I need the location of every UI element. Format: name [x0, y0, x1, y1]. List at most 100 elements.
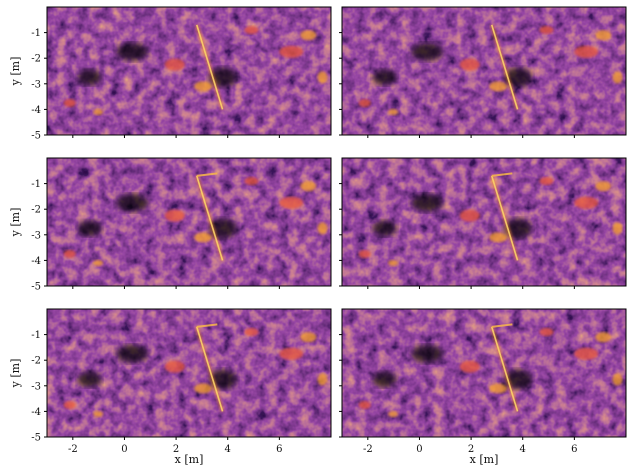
bright-feature — [164, 58, 185, 71]
bright-feature — [539, 177, 554, 186]
y-tick-label: -4 — [31, 407, 41, 418]
x-tick-label: 6 — [276, 444, 282, 455]
y-tick-label: -3 — [31, 79, 41, 90]
bright-feature — [388, 410, 399, 417]
linear-feature — [490, 326, 519, 412]
x-tick-label: 2 — [173, 444, 179, 455]
bright-feature — [164, 360, 185, 373]
x-tick-label: -2 — [363, 444, 373, 455]
linear-feature — [490, 175, 519, 261]
bright-feature — [358, 401, 371, 409]
heatmap-panel-1: -1 -2 -3 -4 -5 y [m] — [9, 6, 332, 142]
linear-feature-cap — [196, 323, 218, 328]
x-tick-label: 4 — [225, 444, 231, 455]
heatmap-panel-4 — [339, 157, 627, 289]
y-tick-label: -3 — [31, 381, 41, 392]
bright-feature — [358, 250, 371, 258]
y-tick-label: -2 — [31, 356, 41, 367]
bright-feature — [194, 232, 213, 243]
bright-feature — [317, 222, 328, 235]
dark-feature — [372, 220, 397, 237]
bright-feature — [595, 332, 612, 343]
linear-feature — [195, 326, 224, 412]
bright-feature — [459, 58, 480, 71]
panel-frame — [341, 157, 627, 287]
dark-feature — [116, 344, 149, 363]
y-tick-label: -4 — [31, 105, 41, 116]
heatmap-panel-3: -1 -2 -3 -4 -5 y [m] — [9, 157, 332, 293]
x-tick-label: 0 — [416, 444, 422, 455]
x-axis-label: x [m] — [470, 453, 499, 466]
bright-feature — [279, 45, 304, 58]
bright-feature — [63, 401, 76, 409]
bright-feature — [388, 108, 399, 115]
linear-feature — [195, 24, 224, 110]
bright-feature — [300, 332, 317, 343]
bright-feature — [194, 383, 213, 394]
linear-feature — [195, 175, 224, 261]
bright-feature — [93, 259, 104, 266]
bright-feature — [574, 196, 599, 209]
dark-feature — [411, 193, 444, 212]
y-tick-label: -1 — [31, 28, 41, 39]
x-tick-label: -2 — [68, 444, 78, 455]
linear-feature-cap — [491, 172, 513, 177]
bright-feature — [539, 26, 554, 35]
y-tick-label: -2 — [31, 205, 41, 216]
y-axis-label: y [m] — [9, 359, 22, 389]
y-tick-label: -1 — [31, 179, 41, 190]
dark-feature — [372, 69, 397, 86]
bright-feature — [279, 196, 304, 209]
bright-feature — [63, 250, 76, 258]
y-tick-label: -5 — [31, 131, 41, 142]
dark-feature — [77, 69, 102, 86]
bright-feature — [489, 81, 508, 92]
bright-feature — [244, 328, 259, 337]
bright-feature — [489, 232, 508, 243]
bright-feature — [574, 45, 599, 58]
bright-feature — [244, 177, 259, 186]
bright-feature — [595, 181, 612, 192]
bright-feature — [93, 410, 104, 417]
bright-feature — [317, 71, 328, 84]
bright-feature — [164, 209, 185, 222]
heatmap-panel-6: -2 0 2 4 6 x [m] — [339, 308, 627, 466]
linear-feature — [490, 24, 519, 110]
bright-feature — [612, 373, 623, 386]
y-tick-label: -4 — [31, 256, 41, 267]
dark-feature — [411, 42, 444, 61]
heatmap-panel-2 — [339, 6, 627, 138]
bright-feature — [63, 99, 76, 107]
x-tick-label: 0 — [121, 444, 127, 455]
dark-feature — [411, 344, 444, 363]
bright-feature — [388, 259, 399, 266]
y-tick-label: -2 — [31, 54, 41, 65]
dark-feature — [116, 42, 149, 61]
bright-feature — [194, 81, 213, 92]
panel-frame — [46, 308, 332, 438]
bright-feature — [317, 373, 328, 386]
bright-feature — [489, 383, 508, 394]
bright-feature — [93, 108, 104, 115]
panel-frame — [46, 6, 332, 136]
x-axis-label: x [m] — [175, 453, 204, 466]
bright-feature — [244, 26, 259, 35]
linear-feature-cap — [491, 323, 513, 328]
panel-frame — [341, 6, 627, 136]
linear-feature-cap — [196, 172, 218, 177]
y-axis-label: y [m] — [9, 208, 22, 238]
bright-feature — [358, 99, 371, 107]
dark-feature — [77, 220, 102, 237]
bright-feature — [539, 328, 554, 337]
dark-feature — [77, 371, 102, 388]
x-tick-label: 4 — [520, 444, 526, 455]
bright-feature — [459, 209, 480, 222]
bright-feature — [595, 30, 612, 41]
y-axis-label: y [m] — [9, 57, 22, 87]
heatmap-panel-5: -1 -2 -3 -4 -5 -2 0 2 4 6 y [m] x [m] — [9, 308, 332, 466]
bright-feature — [459, 360, 480, 373]
bright-feature — [612, 71, 623, 84]
x-tick-label: 2 — [468, 444, 474, 455]
y-tick-label: -5 — [31, 282, 41, 293]
dark-feature — [116, 193, 149, 212]
